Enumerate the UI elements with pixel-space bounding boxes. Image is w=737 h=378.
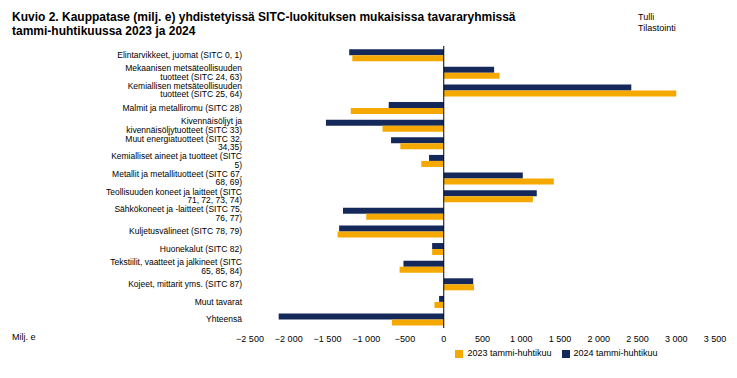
- svg-text:3 500: 3 500: [704, 334, 727, 344]
- svg-text:Kemialliset aineet ja tuotteet: Kemialliset aineet ja tuotteet (SITC5): [111, 151, 242, 170]
- svg-text:Elintarvikkeet, juomat (SITC 0: Elintarvikkeet, juomat (SITC 0, 1): [117, 50, 242, 60]
- svg-text:Metallit ja metallituotteet (S: Metallit ja metallituotteet (SITC 67,68,…: [112, 169, 242, 188]
- svg-text:Muut tavarat: Muut tavarat: [195, 297, 243, 307]
- html-text:Milj. e: Milj. e: [12, 332, 36, 342]
- svg-text:1 000: 1 000: [510, 334, 533, 344]
- svg-text:Kojeet, mittarit yms. (SITC 87: Kojeet, mittarit yms. (SITC 87): [128, 279, 242, 289]
- svg-text:Teollisuuden koneet ja laittee: Teollisuuden koneet ja laitteet (SITC71,…: [106, 187, 242, 206]
- svg-text:−1 000: −1 000: [352, 334, 380, 344]
- svg-text:−2 000: −2 000: [275, 334, 303, 344]
- svg-text:2 500: 2 500: [626, 334, 649, 344]
- html-text:Tulli: Tulli: [638, 12, 655, 22]
- svg-text:−1 500: −1 500: [314, 334, 342, 344]
- svg-text:Kivennäisöljyt jakivennäisöljy: Kivennäisöljyt jakivennäisöljytuotteet (…: [126, 116, 242, 135]
- svg-text:Kuljetusvälineet (SITC 78, 79): Kuljetusvälineet (SITC 78, 79): [129, 226, 242, 236]
- html-text:2024 tammi-huhtikuu: 2024 tammi-huhtikuu: [573, 348, 658, 358]
- svg-text:0: 0: [441, 334, 446, 344]
- svg-text:Kemiallisen metsäteollisuudent: Kemiallisen metsäteollisuudentuotteet (S…: [128, 81, 243, 100]
- svg-text:500: 500: [475, 334, 490, 344]
- svg-text:2 000: 2 000: [587, 334, 610, 344]
- html-text:2023 tammi-huhtikuu: 2023 tammi-huhtikuu: [467, 348, 552, 358]
- svg-text:Sähkökoneet ja -laitteet (SITC: Sähkökoneet ja -laitteet (SITC 75,76, 77…: [114, 204, 242, 223]
- html-text:Tilastointi: Tilastointi: [638, 23, 676, 33]
- svg-text:Yhteensä: Yhteensä: [206, 314, 242, 324]
- svg-text:Mekaanisen metsäteollisuudentu: Mekaanisen metsäteollisuudentuotteet (SI…: [125, 63, 242, 82]
- svg-text:Tekstiilit, vaatteet ja jalkin: Tekstiilit, vaatteet ja jalkineet (SITC6…: [110, 257, 242, 276]
- html-text:Kuvio 2. Kauppatase (milj. e): Kuvio 2. Kauppatase (milj. e) yhdistetyi…: [12, 10, 516, 38]
- svg-text:3 000: 3 000: [665, 334, 688, 344]
- svg-text:−2 500: −2 500: [236, 334, 264, 344]
- svg-text:Huonekalut (SITC 82): Huonekalut (SITC 82): [160, 244, 242, 254]
- svg-text:Malmit ja metalliromu (SITC 28: Malmit ja metalliromu (SITC 28): [123, 103, 243, 113]
- svg-text:−500: −500: [395, 334, 415, 344]
- svg-text:1 500: 1 500: [549, 334, 572, 344]
- svg-text:Muut energiatuotteet (SITC 32,: Muut energiatuotteet (SITC 32,34,35): [125, 134, 242, 153]
